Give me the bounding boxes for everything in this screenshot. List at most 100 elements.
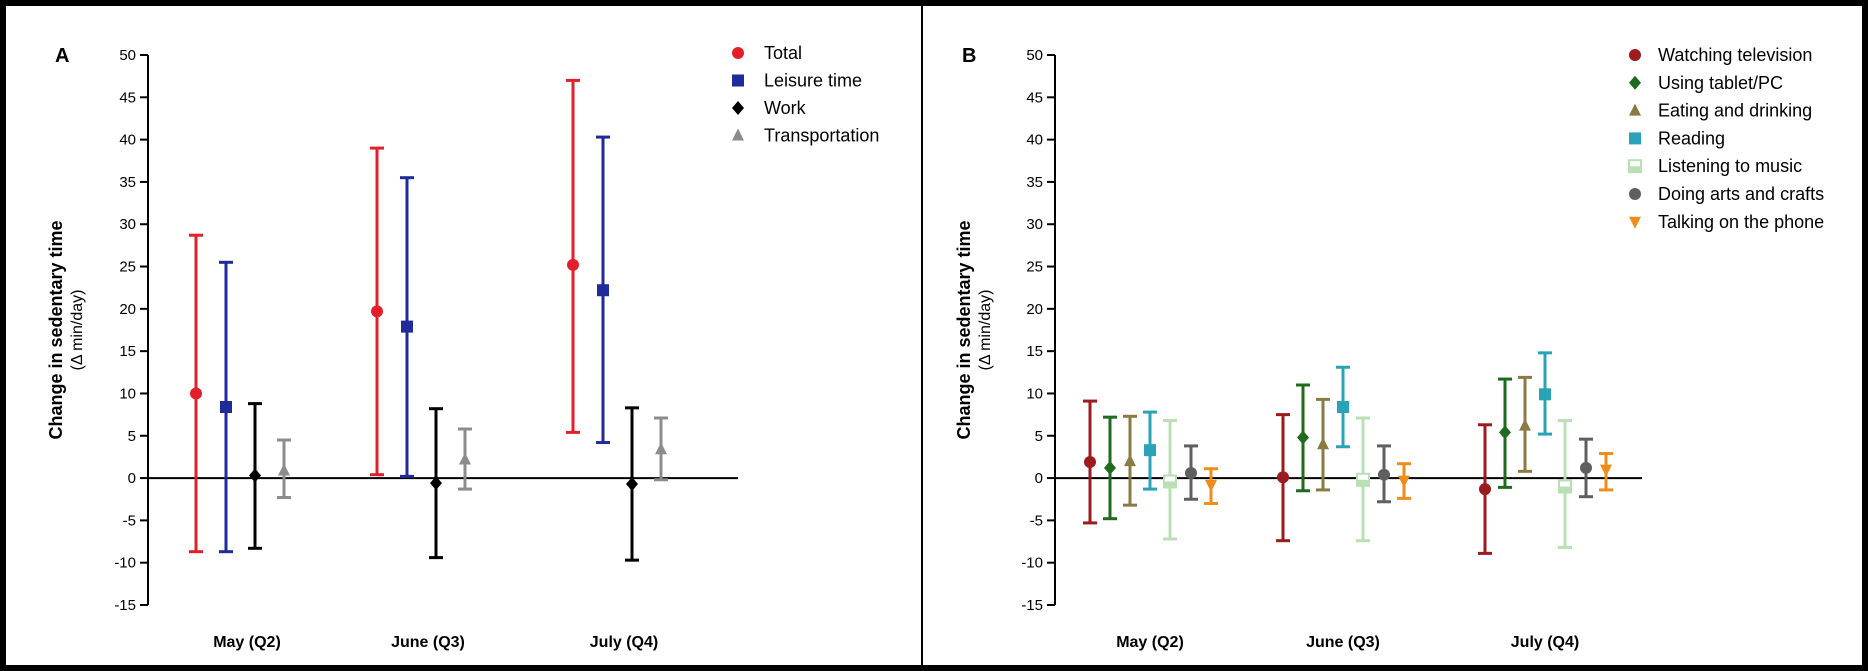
data-point [597, 284, 609, 297]
y-tick-label: 10 [1026, 385, 1043, 402]
legend-marker [732, 74, 744, 87]
y-tick-label: 5 [1035, 428, 1043, 445]
y-tick-label: 45 [1026, 89, 1043, 106]
legend-label: Reading [1658, 128, 1725, 148]
legend-label: Watching television [1658, 45, 1812, 65]
y-tick-label: 20 [1026, 301, 1043, 318]
data-point [1084, 456, 1096, 468]
data-point [1600, 464, 1612, 477]
series-transportation [277, 416, 668, 500]
y-tick-label: -5 [123, 512, 136, 529]
legend-label: Using tablet/PC [1658, 73, 1783, 93]
panel-a: A -15 -10 -5 0 5 10 15 20 25 30 35 40 45 50 Change in s… [46, 43, 879, 651]
panel-b: B -15 -10 -5 0 5 10 15 20 25 30 35 40 45 50 Change in s… [954, 45, 1824, 651]
x-category-label: June (Q3) [391, 634, 465, 651]
data-point [1580, 461, 1592, 474]
data-point-fill [1164, 481, 1176, 488]
y-tick-label: -10 [1021, 555, 1043, 572]
y-tick-label: 0 [1035, 470, 1043, 487]
legend-marker [732, 101, 744, 115]
legend-marker [732, 47, 744, 59]
data-point [1539, 388, 1551, 401]
y-tick-label: 35 [1026, 174, 1043, 191]
y-tick-label: -5 [1030, 512, 1043, 529]
series-reading [1143, 351, 1552, 491]
data-point [1558, 479, 1572, 494]
data-point [1337, 401, 1349, 413]
legend-marker [1629, 132, 1641, 145]
data-point-fill [1559, 486, 1571, 493]
y-tick-label: 10 [119, 385, 136, 402]
x-category-label: July (Q4) [590, 634, 658, 651]
series-eating-and-drinking [1123, 375, 1532, 507]
data-point [278, 463, 290, 476]
y-tick-label: 15 [1026, 343, 1043, 360]
legend-marker [732, 128, 744, 141]
y-axis-label: Change in sedentary time [954, 220, 974, 439]
y-tick-label: 30 [119, 216, 136, 233]
data-point [1185, 467, 1197, 479]
y-axis-sublabel: (Δ min/day) [69, 290, 86, 371]
x-category-label: May (Q2) [213, 634, 281, 651]
data-point [371, 305, 383, 318]
data-point [459, 452, 471, 465]
series-doing-arts-and-crafts [1184, 437, 1593, 504]
legend-label: Listening to music [1658, 156, 1802, 176]
y-tick-label: 20 [119, 301, 136, 318]
legend-label: Leisure time [764, 71, 862, 91]
data-point [1356, 472, 1370, 487]
panel-letter: A [55, 45, 69, 67]
data-point [249, 468, 261, 483]
series-watching-television [1083, 399, 1492, 555]
y-tick-label: 35 [119, 174, 136, 191]
data-point [1398, 475, 1410, 488]
data-point [1479, 483, 1491, 496]
x-category-label: June (Q3) [1306, 634, 1380, 651]
y-tick-label: 40 [119, 132, 136, 149]
y-tick-label: -10 [114, 555, 136, 572]
data-point [1205, 479, 1217, 492]
x-category-label: May (Q2) [1116, 634, 1184, 651]
legend-label: Transportation [764, 126, 879, 146]
y-tick-label: 45 [119, 89, 136, 106]
data-point [1317, 437, 1329, 450]
data-point [567, 258, 579, 271]
data-point [1499, 425, 1511, 440]
y-tick-label: 15 [119, 343, 136, 360]
panel-letter: B [962, 45, 976, 67]
data-point [1297, 430, 1309, 445]
y-axis-sublabel: (Δ min/day) [977, 290, 994, 371]
legend: Total Leisure time Work Transportation [732, 43, 879, 146]
series-leisure-time [219, 135, 610, 554]
legend-marker [1629, 49, 1641, 61]
legend-marker [1629, 103, 1641, 116]
legend-marker [1629, 75, 1641, 90]
legend-label: Work [764, 98, 807, 118]
data-point [1163, 474, 1177, 489]
x-category-label: July (Q4) [1511, 634, 1579, 651]
data-point [430, 476, 442, 491]
data-point-fill [1357, 479, 1369, 486]
legend-label: Eating and drinking [1658, 101, 1812, 121]
data-point [1104, 460, 1116, 475]
legend: Watching television Using tablet/PC Eating… [1628, 45, 1824, 232]
data-point [655, 442, 667, 455]
series-total [189, 78, 580, 554]
data-point [401, 320, 413, 333]
y-axis-label: Change in sedentary time [46, 220, 66, 439]
legend-label: Talking on the phone [1658, 212, 1824, 232]
data-point [190, 387, 202, 400]
legend-marker-fill [1629, 166, 1641, 173]
legend-label: Doing arts and crafts [1658, 184, 1824, 204]
y-tick-label: 25 [119, 259, 136, 276]
data-point [1144, 444, 1156, 457]
data-point [1378, 468, 1390, 481]
data-point [1277, 471, 1289, 484]
y-tick-label: 30 [1026, 216, 1043, 233]
data-point [626, 477, 638, 491]
y-tick-label: 40 [1026, 132, 1043, 149]
data-point [220, 401, 232, 413]
